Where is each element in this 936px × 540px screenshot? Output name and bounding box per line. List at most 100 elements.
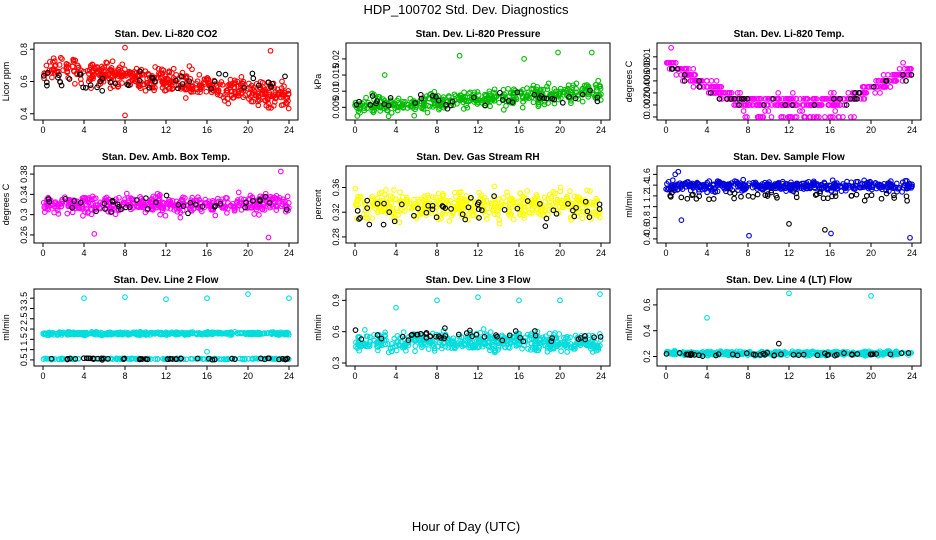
data-point bbox=[163, 82, 169, 89]
data-point bbox=[908, 72, 915, 78]
x-tick-label: 0 bbox=[663, 125, 668, 135]
data-point bbox=[887, 84, 894, 90]
data-point bbox=[841, 102, 848, 108]
data-point bbox=[587, 87, 593, 94]
data-point bbox=[495, 211, 501, 218]
data-point bbox=[54, 207, 61, 214]
data-point bbox=[456, 202, 463, 209]
data-point bbox=[770, 96, 776, 102]
data-point bbox=[848, 193, 855, 199]
data-point bbox=[746, 180, 752, 187]
data-point bbox=[376, 190, 383, 197]
data-point bbox=[353, 201, 359, 207]
y-tick-label: 1 bbox=[642, 204, 652, 209]
data-point bbox=[231, 207, 238, 214]
data-point bbox=[705, 90, 712, 96]
panel-title: Stan. Dev. Li-820 Temp. bbox=[734, 29, 845, 40]
data-point bbox=[828, 102, 835, 108]
data-point bbox=[169, 86, 175, 92]
points-layer bbox=[40, 168, 292, 241]
data-point bbox=[80, 194, 87, 201]
data-point bbox=[557, 85, 564, 92]
data-point bbox=[285, 105, 292, 112]
data-point bbox=[98, 63, 105, 70]
data-point bbox=[112, 211, 119, 218]
data-point bbox=[109, 58, 116, 65]
data-point bbox=[542, 198, 549, 205]
data-point bbox=[415, 198, 422, 205]
data-point bbox=[388, 109, 395, 116]
data-point bbox=[121, 66, 128, 73]
data-point bbox=[59, 196, 66, 203]
data-point bbox=[498, 203, 504, 209]
data-point bbox=[832, 108, 839, 114]
data-point bbox=[588, 49, 595, 56]
data-point bbox=[557, 188, 564, 195]
data-point bbox=[507, 90, 514, 97]
x-tick-label: 12 bbox=[784, 371, 794, 381]
data-point bbox=[393, 205, 400, 212]
x-tick-label: 16 bbox=[514, 125, 524, 135]
data-point bbox=[425, 202, 432, 209]
data-point bbox=[216, 70, 222, 77]
x-tick-label: 16 bbox=[202, 248, 212, 258]
panel-title: Stan. Dev. Line 2 Flow bbox=[114, 275, 219, 286]
data-point bbox=[81, 295, 87, 302]
data-point bbox=[501, 206, 508, 213]
data-point bbox=[432, 102, 438, 109]
data-point bbox=[52, 62, 59, 68]
data-point bbox=[268, 83, 274, 90]
data-point bbox=[178, 73, 185, 80]
data-point bbox=[762, 108, 768, 114]
data-point bbox=[278, 102, 285, 109]
data-point bbox=[69, 204, 76, 211]
data-point bbox=[262, 193, 269, 200]
x-tick-label: 12 bbox=[473, 371, 483, 381]
data-point bbox=[266, 200, 273, 206]
data-point bbox=[249, 200, 255, 207]
data-point bbox=[585, 94, 592, 100]
data-point bbox=[197, 89, 203, 96]
data-point bbox=[151, 87, 157, 94]
data-point bbox=[230, 95, 236, 101]
y-tick-label: 0.3 bbox=[331, 357, 341, 370]
data-point bbox=[190, 88, 197, 95]
data-point bbox=[559, 204, 566, 211]
data-point bbox=[752, 179, 759, 186]
data-point bbox=[230, 200, 236, 207]
data-point bbox=[524, 188, 530, 194]
data-point bbox=[491, 86, 498, 93]
data-point bbox=[742, 185, 749, 192]
data-point bbox=[390, 100, 397, 107]
data-point bbox=[768, 189, 775, 196]
data-point bbox=[818, 181, 825, 188]
panel-title: Stan. Dev. Amb. Box Temp. bbox=[102, 152, 230, 163]
data-point bbox=[412, 343, 419, 349]
data-point bbox=[704, 189, 710, 196]
x-tick-label: 20 bbox=[866, 371, 876, 381]
data-point bbox=[553, 210, 560, 217]
data-point bbox=[386, 203, 392, 210]
data-point bbox=[434, 297, 440, 304]
data-point bbox=[107, 79, 114, 86]
data-point bbox=[737, 90, 743, 96]
data-point bbox=[877, 90, 883, 96]
data-point bbox=[269, 80, 276, 87]
x-tick-label: 16 bbox=[825, 125, 835, 135]
data-point bbox=[99, 87, 106, 94]
data-point bbox=[143, 195, 149, 201]
x-tick-label: 4 bbox=[81, 248, 86, 258]
data-point bbox=[568, 100, 574, 107]
y-tick-label: 0.5 bbox=[19, 354, 29, 367]
data-point bbox=[284, 94, 291, 101]
data-point bbox=[738, 193, 744, 200]
data-point bbox=[524, 198, 531, 204]
data-point bbox=[111, 68, 118, 75]
data-point bbox=[453, 193, 459, 200]
data-point bbox=[122, 44, 128, 51]
data-point bbox=[212, 203, 219, 209]
y-tick-label: 0.8 bbox=[19, 43, 29, 56]
data-point bbox=[819, 102, 825, 108]
data-point bbox=[847, 96, 854, 102]
